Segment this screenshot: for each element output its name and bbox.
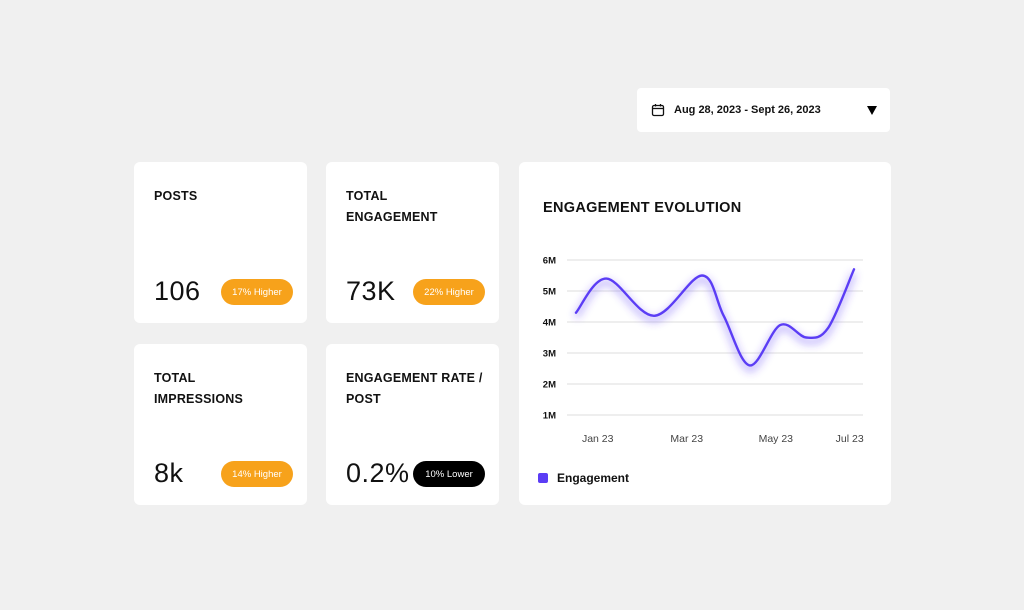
chart-title: ENGAGEMENT EVOLUTION bbox=[543, 200, 742, 216]
engagement-evolution-card: ENGAGEMENT EVOLUTION 6M 5M 4M 3M 2M 1M Jan 23 M… bbox=[519, 162, 891, 505]
stat-card-posts: POSTS 106 17% Higher bbox=[134, 162, 307, 323]
stat-value: 73K bbox=[346, 276, 396, 306]
stat-value: 8k bbox=[154, 458, 184, 488]
y-tick-label: 1M bbox=[543, 411, 556, 422]
stat-title: ENGAGEMENT RATE / POST bbox=[346, 371, 483, 406]
x-tick-label: Jul 23 bbox=[836, 433, 864, 445]
series-line-engagement bbox=[574, 268, 856, 367]
y-tick-label: 5M bbox=[543, 287, 556, 298]
x-tick-label: Mar 23 bbox=[670, 433, 703, 445]
stat-title: TOTAL ENGAGEMENT bbox=[346, 189, 438, 224]
stat-title: TOTAL IMPRESSIONS bbox=[154, 371, 244, 406]
date-range-picker[interactable]: Aug 28, 2023 - Sept 26, 2023 bbox=[637, 88, 890, 132]
stat-card-total-engagement: TOTAL ENGAGEMENT 73K 22% Higher bbox=[326, 162, 499, 323]
trend-badge: 14% Higher bbox=[221, 461, 293, 487]
y-tick-label: 6M bbox=[543, 256, 556, 267]
series-line-glow bbox=[573, 272, 857, 373]
stat-value: 0.2% bbox=[346, 458, 410, 488]
stat-card-total-impressions: TOTAL IMPRESSIONS 8k 14% Higher bbox=[134, 344, 307, 505]
triangle-down-icon[interactable] bbox=[866, 104, 878, 116]
legend-swatch bbox=[538, 473, 548, 483]
trend-badge: 10% Lower bbox=[413, 461, 485, 487]
stat-title: POSTS bbox=[154, 189, 198, 203]
engagement-line-chart: 6M 5M 4M 3M 2M 1M Jan 23 Mar 23 May 23 Jul 23 bbox=[543, 256, 864, 446]
trend-badge: 22% Higher bbox=[413, 279, 485, 305]
stat-value: 106 bbox=[154, 276, 201, 306]
date-range-label: Aug 28, 2023 - Sept 26, 2023 bbox=[674, 104, 821, 116]
y-tick-label: 4M bbox=[543, 318, 556, 329]
stat-card-engagement-rate: ENGAGEMENT RATE / POST 0.2% 10% Lower bbox=[326, 344, 499, 505]
x-tick-label: May 23 bbox=[759, 433, 794, 445]
calendar-icon bbox=[651, 103, 665, 117]
y-tick-label: 3M bbox=[543, 349, 556, 360]
y-tick-label: 2M bbox=[543, 380, 556, 391]
chart-legend: Engagement bbox=[538, 471, 629, 485]
x-tick-label: Jan 23 bbox=[582, 433, 614, 445]
legend-label: Engagement bbox=[557, 471, 630, 485]
trend-badge: 17% Higher bbox=[221, 279, 293, 305]
